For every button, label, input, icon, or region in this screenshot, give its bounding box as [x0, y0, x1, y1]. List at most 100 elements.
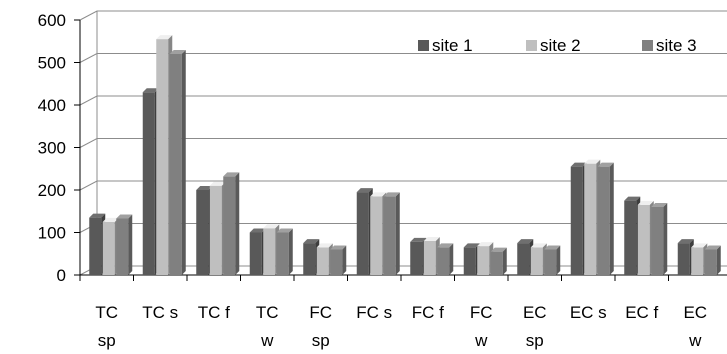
- x-tick-label: sp: [526, 331, 544, 350]
- bar-front-face: [142, 92, 155, 275]
- bar-side-face: [502, 247, 507, 275]
- bar: [223, 172, 240, 275]
- x-tick-label: EC s: [570, 303, 607, 322]
- bar-front-face: [624, 200, 637, 275]
- bar-side-face: [288, 228, 293, 275]
- bar-front-face: [102, 221, 115, 275]
- bar-top-face: [677, 239, 694, 244]
- bar-front-face: [303, 243, 316, 275]
- bar-front-face: [544, 249, 557, 275]
- bar-top-face: [597, 162, 614, 167]
- gridline-600: [79, 10, 727, 21]
- bar-side-face: [663, 203, 668, 275]
- x-tick-label: w: [260, 331, 274, 350]
- legend-swatch: [526, 40, 537, 51]
- bar-front-face: [249, 232, 262, 275]
- bar-front-face: [116, 218, 129, 275]
- bar-front-face: [263, 228, 276, 275]
- legend-swatch: [642, 40, 653, 51]
- bar-top-face: [102, 217, 119, 222]
- bar-top-face: [437, 243, 454, 248]
- bar-top-face: [249, 228, 266, 233]
- x-tick-labels: TC sp TC s TC f TC w FC sp FC s FC f FC w EC sp EC s EC…: [79, 275, 707, 350]
- y-tick-label: 200: [38, 181, 66, 200]
- bar: [116, 214, 133, 275]
- bar-side-face: [128, 214, 133, 275]
- bar-top-face: [637, 200, 654, 205]
- bar-side-face: [181, 50, 186, 275]
- bar-front-face: [169, 54, 182, 275]
- bar-top-face: [330, 245, 347, 250]
- bar-side-face: [342, 245, 347, 275]
- bar-top-face: [169, 50, 186, 54]
- bar-top-face: [89, 213, 106, 218]
- y-tick-label: 400: [38, 96, 66, 115]
- y-tick-label: 300: [38, 139, 66, 158]
- bar-front-face: [597, 166, 610, 275]
- bar-front-face: [89, 217, 102, 275]
- bar-front-face: [437, 247, 450, 275]
- bar-top-face: [651, 203, 668, 207]
- bar-front-face: [691, 247, 704, 275]
- x-tick-label: TC: [95, 303, 118, 322]
- x-tick-label: w: [474, 331, 488, 350]
- y-tick-label: 600: [38, 11, 66, 30]
- bar-top-face: [477, 242, 494, 247]
- bar-front-face: [570, 166, 583, 275]
- bar-side-face: [235, 172, 240, 275]
- legend-swatch: [418, 40, 429, 51]
- bar-top-face: [544, 245, 561, 250]
- bar-top-face: [584, 159, 601, 164]
- bar-front-face: [370, 196, 383, 275]
- bar-top-face: [196, 186, 213, 190]
- x-tick-label: EC: [523, 303, 547, 322]
- bar-front-face: [677, 243, 690, 275]
- bar-front-face: [637, 204, 650, 275]
- bar: [169, 50, 186, 275]
- bar-top-face: [517, 239, 534, 244]
- x-tick-label: w: [688, 331, 702, 350]
- bar-front-face: [517, 243, 530, 275]
- bar-top-face: [691, 243, 708, 248]
- bar-top-face: [356, 188, 373, 193]
- x-tick-label: sp: [312, 331, 330, 350]
- bar-front-face: [490, 251, 503, 275]
- bar-front-face: [463, 247, 476, 275]
- bar-side-face: [609, 162, 614, 275]
- bar-top-face: [383, 192, 400, 197]
- bar-front-face: [156, 39, 169, 275]
- legend-label: site 2: [540, 36, 581, 55]
- bar-top-face: [463, 243, 480, 248]
- bar-top-face: [704, 245, 721, 250]
- x-tick-label: EC f: [625, 303, 658, 322]
- bar: [651, 203, 668, 275]
- bar-top-face: [423, 237, 440, 241]
- x-tick-label: sp: [98, 331, 116, 350]
- bar-front-face: [223, 176, 236, 275]
- bar-front-face: [276, 232, 289, 275]
- bar-front-face: [356, 192, 369, 275]
- bar-side-face: [449, 243, 454, 275]
- bar: [383, 192, 400, 275]
- bar: [597, 162, 614, 275]
- y-tick-label: 0: [57, 266, 66, 285]
- bar-top-face: [116, 214, 133, 219]
- bar-front-face: [704, 249, 717, 275]
- bar-front-face: [383, 196, 396, 275]
- bar-front-face: [330, 249, 343, 275]
- bar-front-face: [196, 190, 209, 275]
- bar-front-face: [423, 241, 436, 275]
- bar-top-face: [156, 35, 173, 40]
- bar-top-face: [316, 243, 333, 248]
- x-tick-label: FC: [470, 303, 493, 322]
- x-tick-label: FC s: [356, 303, 392, 322]
- bar-top-face: [223, 172, 240, 177]
- bar: [276, 228, 293, 275]
- bar-top-face: [209, 181, 226, 186]
- bar: [544, 245, 561, 275]
- bar: [437, 243, 454, 275]
- bar-front-face: [316, 247, 329, 275]
- bar-front-face: [651, 207, 664, 275]
- bar: [490, 247, 507, 275]
